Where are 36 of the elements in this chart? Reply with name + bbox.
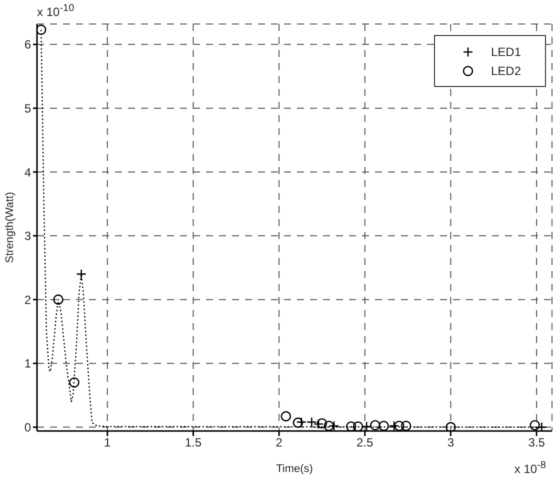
x-axis-title: Time(s) [276,463,313,475]
text: x 10$^{-8}$ [514,459,546,477]
x-tick-label: 2 [276,436,283,450]
point [352,421,364,431]
point [400,420,412,431]
point [394,420,404,431]
point [280,411,292,422]
point [76,268,86,280]
point [69,377,80,388]
legend-label: LED2 [491,64,522,78]
y-tick-label: 6 [24,38,32,52]
point [378,420,389,431]
point [37,24,46,35]
x-tick-label: 3.5 [528,436,546,450]
point [530,420,540,430]
point [53,294,64,305]
y-tick-label: 5 [24,101,32,116]
x-tick-label: 1 [104,436,112,450]
x-tick-label: 3 [447,436,454,450]
point [370,420,380,430]
legend-label: LED1 [491,44,522,58]
y-tick-label: 2 [24,292,32,307]
point [324,420,334,431]
point [306,416,317,428]
y-tick-label: 0 [24,420,32,434]
point [446,422,456,431]
y-tick-label: 4 [24,165,32,180]
y-tick-label: 3 [24,229,32,244]
y-axis-title: Strength(Watt) [4,192,16,264]
x-tick-label: 1.5 [184,436,202,450]
point [346,421,356,431]
point [292,418,304,428]
x-tick-label: 2.5 [356,436,374,450]
text: x 10$^{-10}$ [37,2,74,20]
point [316,418,328,428]
y-tick-label: 1 [24,356,32,371]
